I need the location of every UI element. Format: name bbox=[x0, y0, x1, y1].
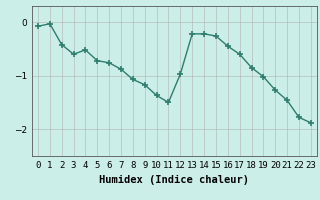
X-axis label: Humidex (Indice chaleur): Humidex (Indice chaleur) bbox=[100, 175, 249, 185]
